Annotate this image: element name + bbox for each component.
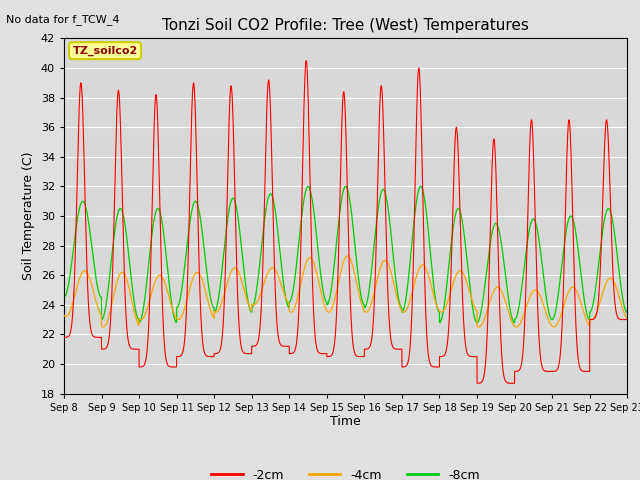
Text: No data for f_TCW_4: No data for f_TCW_4 <box>6 14 120 25</box>
Title: Tonzi Soil CO2 Profile: Tree (West) Temperatures: Tonzi Soil CO2 Profile: Tree (West) Temp… <box>162 18 529 33</box>
X-axis label: Time: Time <box>330 415 361 429</box>
Legend: -2cm, -4cm, -8cm: -2cm, -4cm, -8cm <box>207 464 484 480</box>
Text: TZ_soilco2: TZ_soilco2 <box>72 46 138 56</box>
Y-axis label: Soil Temperature (C): Soil Temperature (C) <box>22 152 35 280</box>
